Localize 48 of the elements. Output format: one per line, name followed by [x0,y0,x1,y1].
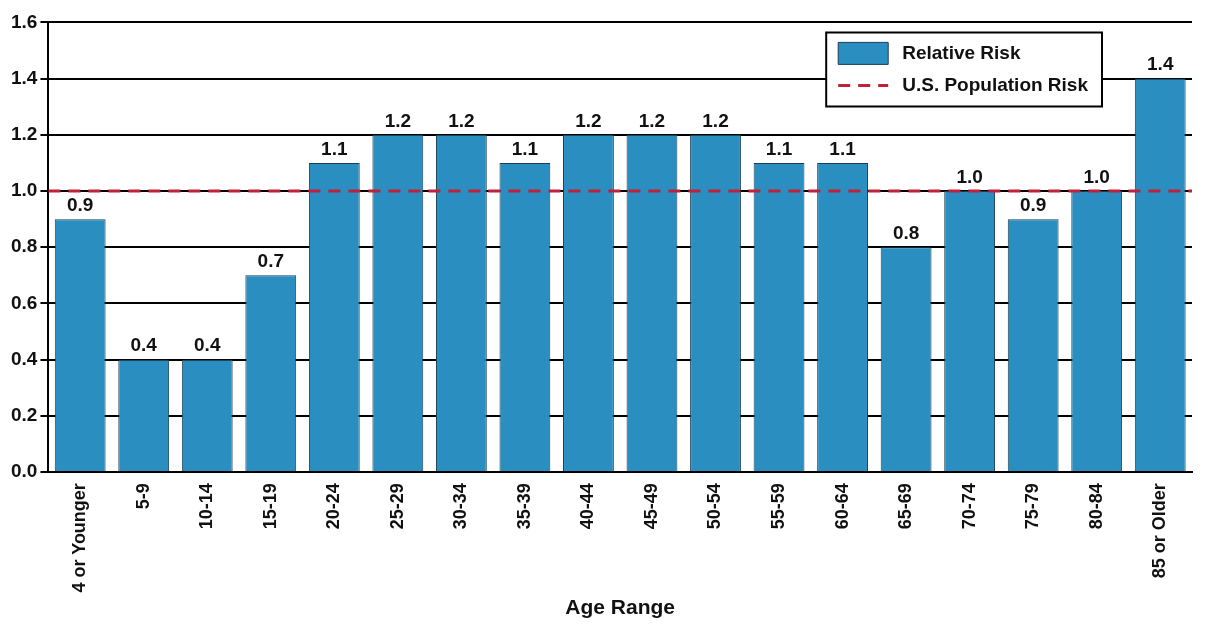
x-tick-label: 60-64 [831,483,852,530]
x-tick-label: 15-19 [259,483,280,530]
x-tick-label: 50-54 [704,483,725,530]
y-tick-label: 0.6 [10,291,38,313]
x-tick-label: 40-44 [577,483,598,530]
x-tick-label: 80-84 [1085,483,1106,530]
x-tick-label: 45-49 [640,483,661,530]
data-label: 1.1 [829,137,857,159]
x-tick-label: 4 or Younger [69,483,90,593]
x-tick-label: 25-29 [386,483,407,530]
y-tick-label: 1.6 [10,10,38,32]
x-tick-label: 5-9 [132,483,153,510]
data-label: 1.2 [448,109,475,131]
y-tick-label: 0.8 [10,235,38,257]
data-label: 0.7 [257,250,284,272]
data-label: 0.9 [1019,193,1047,215]
y-tick-label: 1.4 [10,66,38,88]
x-tick-label: 85 or Older [1149,483,1170,579]
data-label: 1.1 [765,137,793,159]
legend-label: Relative Risk [902,41,1021,63]
x-tick-label: 30-34 [450,483,471,530]
y-tick-label: 1.0 [10,179,38,201]
x-tick-label: 75-79 [1022,483,1043,530]
y-tick-label: 0.0 [10,460,38,482]
data-label: 0.9 [66,193,94,215]
data-label: 1.1 [321,137,348,159]
legend-label: U.S. Population Risk [902,73,1089,95]
data-label: 1.2 [384,109,412,131]
y-tick-label: 0.2 [10,404,38,426]
x-axis-title: Age Range [565,595,676,619]
x-tick-label: 35-39 [513,483,534,530]
x-tick-label: 20-24 [323,483,344,530]
data-label: 0.4 [130,334,158,356]
x-tick-label: 70-74 [958,483,979,530]
data-label: 0.8 [892,222,920,243]
data-label: 1.0 [1083,165,1110,187]
x-tick-label: 65-69 [895,483,916,530]
y-tick-label: 0.4 [10,347,38,369]
x-tick-label: 55-59 [768,483,789,530]
data-label: 1.2 [638,109,666,131]
data-label: 1.1 [511,137,539,159]
data-label: 1.2 [702,109,729,131]
x-tick-label: 10-14 [196,483,217,530]
data-label: 1.0 [956,165,983,187]
data-label: 0.4 [194,334,221,356]
y-tick-label: 1.2 [10,123,38,145]
data-label: 1.2 [575,109,602,131]
data-label: 1.4 [1147,53,1174,75]
